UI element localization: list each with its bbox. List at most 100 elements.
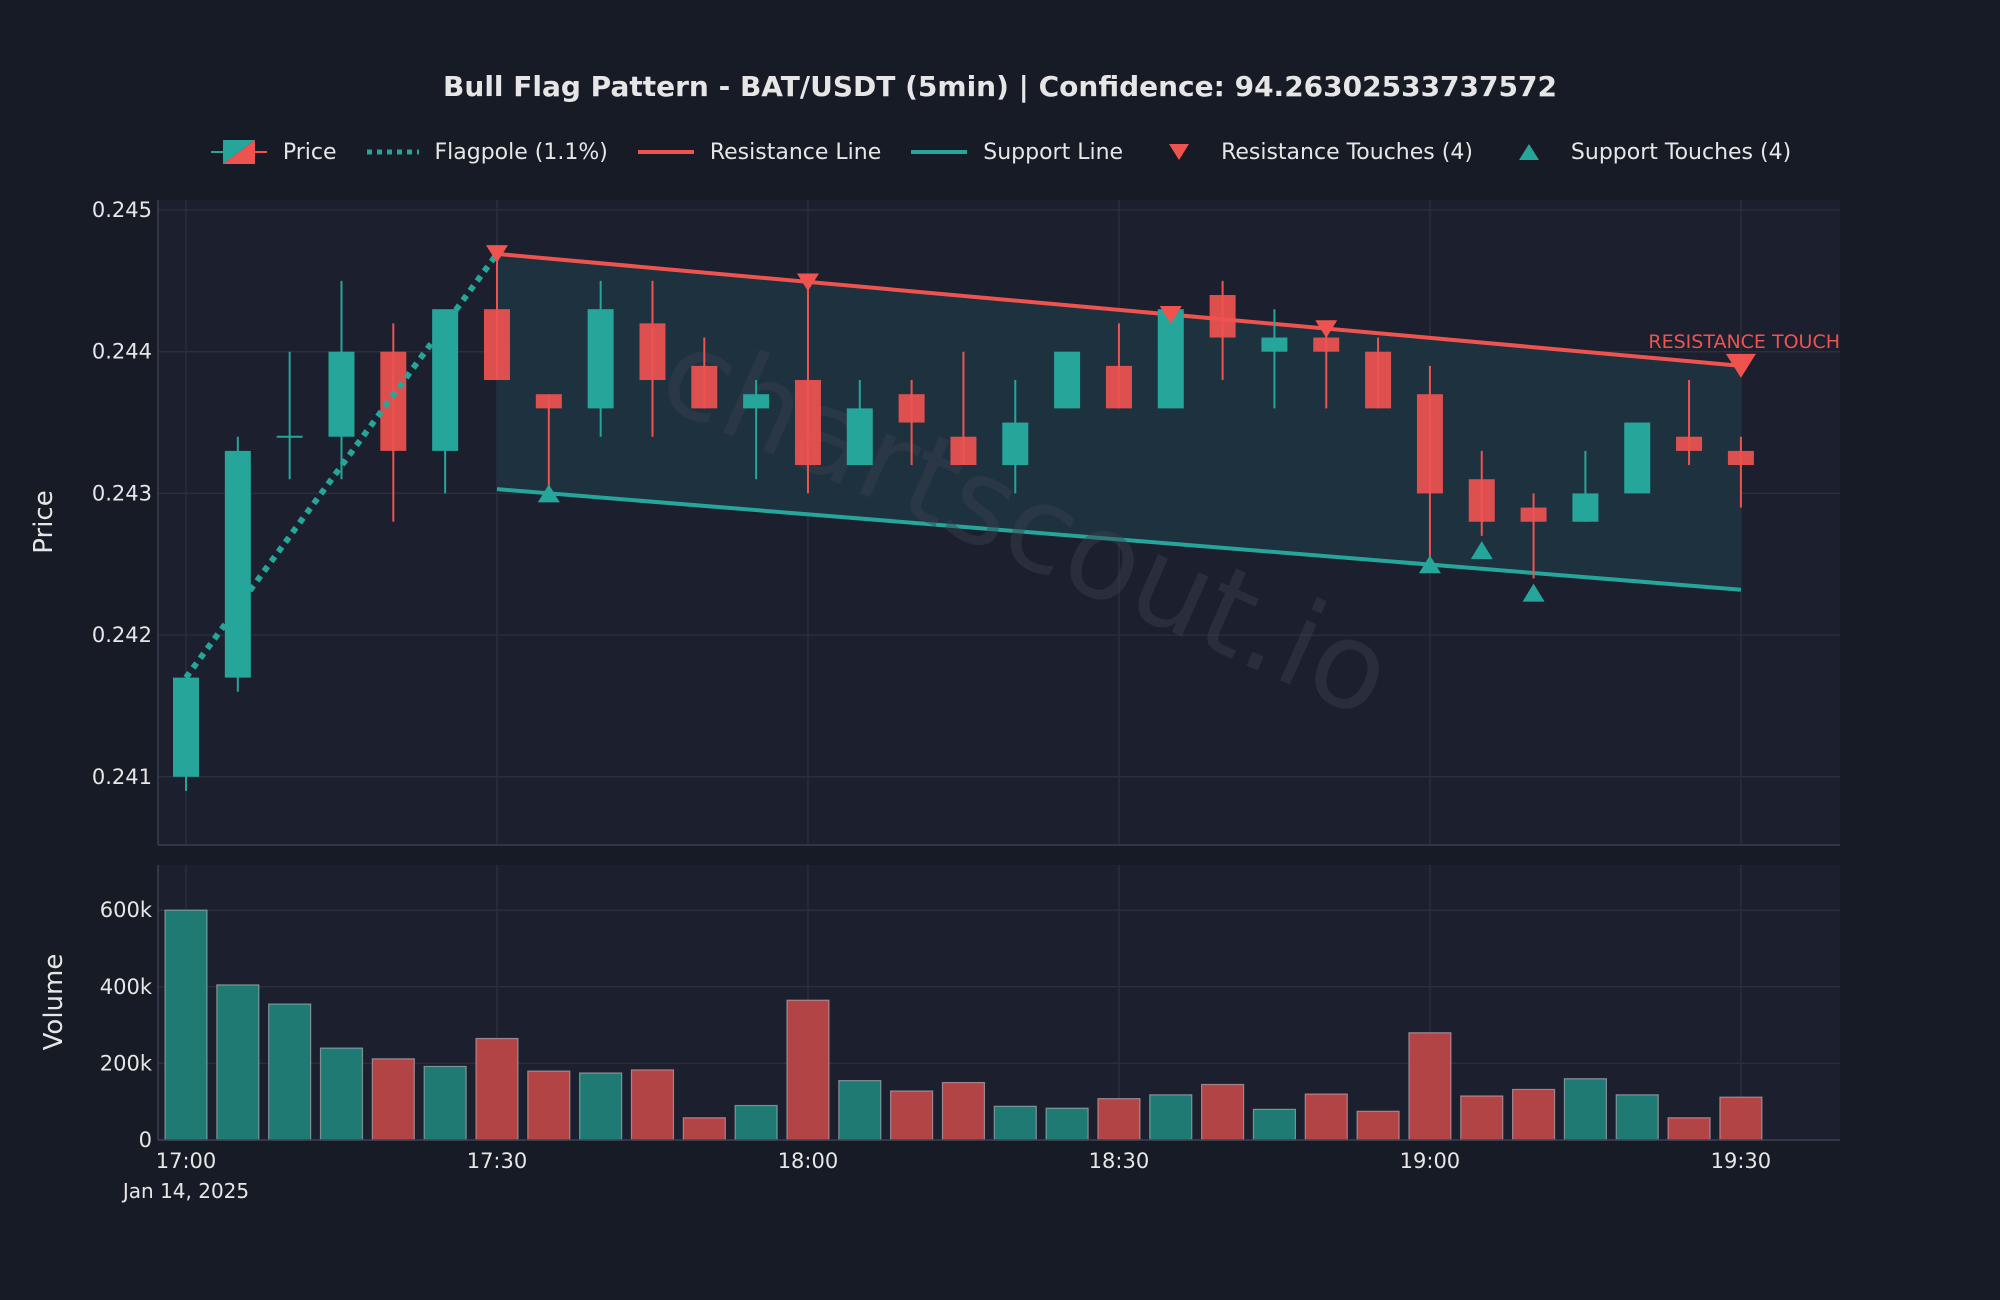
candle-body (1261, 337, 1288, 352)
legend-item-resistance[interactable]: Resistance Line (636, 140, 881, 165)
candlesticks (173, 252, 1754, 791)
candle-legend-icon (210, 140, 267, 164)
volume-bar (630, 1069, 675, 1141)
price-tick-label: 0.244 (92, 340, 152, 364)
candle-body (1209, 295, 1236, 338)
volume-bar (1304, 1093, 1348, 1141)
price-tick-label: 0.245 (92, 198, 152, 222)
volume-bar (1200, 1083, 1245, 1141)
volume-bar (1149, 1094, 1193, 1141)
candle (224, 436, 251, 692)
volume-bar (1719, 1096, 1763, 1141)
candle (1520, 493, 1547, 579)
candle-body (1572, 493, 1599, 522)
legend-label-support-touches: Support Touches (4) (1570, 139, 1792, 165)
support-touch-marker-icon (537, 484, 560, 503)
candle-body (1727, 450, 1754, 466)
volume-tick-label: 400k (100, 975, 153, 999)
chart-title: Bull Flag Pattern - BAT/USDT (5min) | Co… (443, 70, 1557, 103)
legend-label-flagpole: Flagpole (1.1%) (434, 139, 608, 165)
candle-body (1624, 422, 1651, 494)
legend-label-price: Price (282, 139, 337, 165)
volume-bar (319, 1047, 364, 1141)
candle (1002, 380, 1029, 494)
touch-markers (485, 245, 1756, 602)
resistance-touch-marker-icon (796, 273, 819, 292)
legend-item-flagpole[interactable]: Flagpole (1.1%) (365, 140, 608, 165)
time-tick-label: 17:00 (156, 1149, 217, 1173)
resistance-touch-marker-icon (485, 245, 508, 263)
candle (1572, 450, 1599, 522)
volume-bar (1511, 1088, 1556, 1141)
candle (380, 323, 407, 522)
candle (1365, 337, 1392, 409)
candle-body (535, 394, 562, 409)
candle-body (173, 677, 199, 777)
candle-body (846, 408, 873, 466)
volume-bar (527, 1070, 571, 1141)
volume-bar (1615, 1094, 1659, 1141)
volume-axis-label: Volume (39, 954, 69, 1051)
candle-body (432, 309, 459, 451)
candle-body (898, 394, 925, 423)
legend-item-support-touches[interactable]: Support Touches (4) (1501, 140, 1791, 165)
resistance-touch-marker-icon (1315, 320, 1338, 338)
candle (535, 394, 562, 494)
time-tick-label: 19:00 (1400, 1149, 1461, 1173)
triangle-down-icon (1169, 144, 1190, 160)
volume-bar (1563, 1078, 1608, 1141)
triangle-up-icon (1518, 144, 1539, 160)
legend-item-price[interactable]: Price (209, 138, 337, 166)
volume-bar (993, 1105, 1037, 1141)
red-line-icon (637, 150, 694, 154)
volume-bar (1667, 1117, 1711, 1141)
candle (1624, 422, 1651, 494)
legend: Price Flagpole (1.1%) Resistance Line Su… (0, 138, 2000, 166)
candle (846, 380, 873, 466)
support-touch-marker-icon (1522, 583, 1545, 602)
candle-body (1416, 394, 1443, 494)
time-tick-label: 17:30 (467, 1149, 528, 1173)
candle (1416, 365, 1443, 565)
volume-bar (164, 909, 208, 1141)
candle-body (1676, 436, 1703, 451)
candle-body (1157, 309, 1184, 409)
volume-bar (371, 1058, 415, 1141)
volume-bar (1252, 1108, 1297, 1141)
legend-item-support[interactable]: Support Line (909, 140, 1123, 165)
candle-body (587, 309, 614, 409)
resistance-touch-marker-icon (1725, 353, 1756, 378)
volume-bar (786, 999, 830, 1141)
candle-body (1105, 365, 1132, 409)
candle (1727, 436, 1754, 508)
volume-bar (216, 984, 260, 1141)
volume-bar (423, 1065, 467, 1141)
volume-tick-label: 200k (100, 1051, 153, 1075)
teal-line-icon (911, 150, 968, 154)
volume-bar (1408, 1032, 1452, 1141)
candle (1676, 380, 1703, 466)
candle-body (483, 309, 510, 381)
candle (1209, 280, 1236, 381)
volume-bar (1460, 1095, 1504, 1141)
candle-body (691, 365, 718, 409)
price-tick-label: 0.241 (92, 765, 152, 789)
time-tick-label: 18:00 (778, 1149, 839, 1173)
flagpole-dotted-line (183, 252, 500, 680)
volume-bar (1097, 1098, 1141, 1141)
candle (328, 280, 355, 480)
candle (173, 677, 199, 791)
price-tick-label: 0.242 (92, 623, 152, 647)
candle (1468, 450, 1495, 536)
candle-body (1468, 479, 1495, 522)
volume-tick-label: 600k (100, 898, 153, 922)
legend-item-resistance-touches[interactable]: Resistance Touches (4) (1151, 140, 1473, 165)
candle (1054, 351, 1081, 409)
candle-body (794, 380, 821, 466)
legend-label-resistance-touches: Resistance Touches (4) (1221, 139, 1473, 165)
resistance-touch-annotation: RESISTANCE TOUCH (1648, 331, 1840, 353)
volume-bar (734, 1104, 778, 1141)
volume-bar (941, 1081, 986, 1141)
